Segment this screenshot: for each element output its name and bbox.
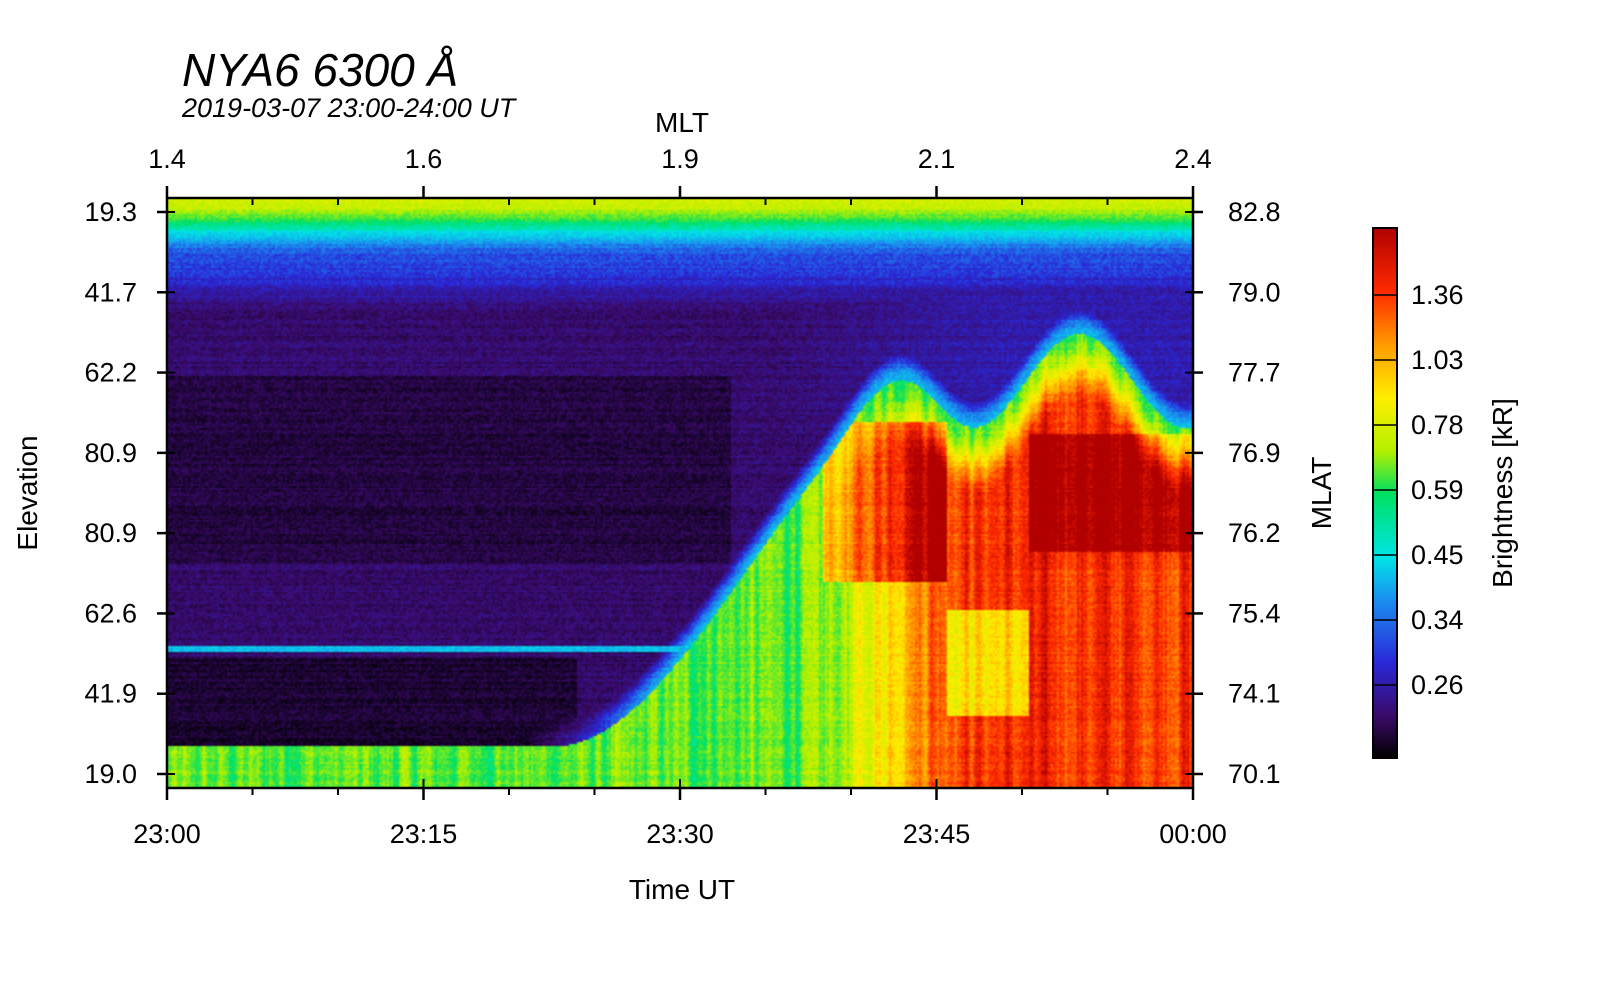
chart-subtitle: 2019-03-07 23:00-24:00 UT <box>181 93 518 123</box>
right-tick-label: 79.0 <box>1228 277 1281 307</box>
left-tick-label: 41.9 <box>84 679 137 709</box>
left-tick-label: 62.2 <box>84 358 137 388</box>
chart-title: NYA6 6300 Å <box>182 44 458 96</box>
colorbar-tick-label: 0.34 <box>1411 605 1464 635</box>
left-tick-label: 19.3 <box>84 197 137 227</box>
left-tick-label: 41.7 <box>84 277 137 307</box>
right-tick-label: 70.1 <box>1228 759 1281 789</box>
right-tick-label: 75.4 <box>1228 598 1281 628</box>
colorbar-tick-label: 1.03 <box>1411 345 1464 375</box>
top-tick-label: 2.4 <box>1174 144 1212 174</box>
left-tick-label: 62.6 <box>84 598 137 628</box>
x-tick-label: 23:15 <box>390 819 458 849</box>
heatmap-area <box>167 198 1193 788</box>
left-tick-label: 80.9 <box>84 438 137 468</box>
colorbar-tick-label: 0.45 <box>1411 540 1464 570</box>
colorbar-tick-label: 0.78 <box>1411 410 1464 440</box>
right-axis-label: MLAT <box>1306 457 1337 530</box>
right-tick-label: 76.9 <box>1228 438 1281 468</box>
heatmap-image <box>167 198 1193 788</box>
colorbar-ticks: 1.36 1.03 0.78 0.59 0.45 0.34 0.26 <box>1373 280 1464 700</box>
x-axis-label: Time UT <box>629 874 735 905</box>
colorbar-tick-label: 1.36 <box>1411 280 1464 310</box>
right-axis-ticks: 82.8 79.0 77.7 76.9 76.2 75.4 74.1 70.1 <box>1185 197 1281 789</box>
x-tick-label: 00:00 <box>1159 819 1227 849</box>
top-tick-label: 1.4 <box>148 144 186 174</box>
colorbar-label: Brightness [kR] <box>1487 398 1518 588</box>
right-tick-label: 76.2 <box>1228 518 1281 548</box>
left-tick-label: 19.0 <box>84 759 137 789</box>
x-tick-label: 23:00 <box>133 819 201 849</box>
colorbar-tick-label: 0.26 <box>1411 670 1464 700</box>
bottom-axis-ticks: 23:00 23:15 23:30 23:45 00:00 <box>133 779 1227 849</box>
colorbar <box>1372 227 1398 759</box>
left-axis-ticks: 19.3 41.7 62.2 80.9 80.9 62.6 41.9 19.0 <box>84 197 175 789</box>
left-tick-label: 80.9 <box>84 518 137 548</box>
top-axis-label: MLT <box>655 107 709 138</box>
top-axis-ticks: 1.4 1.6 1.9 2.1 2.4 <box>148 144 1212 205</box>
right-tick-label: 74.1 <box>1228 679 1281 709</box>
colorbar-tick-label: 0.59 <box>1411 475 1464 505</box>
x-tick-label: 23:30 <box>646 819 714 849</box>
right-tick-label: 77.7 <box>1228 358 1281 388</box>
x-tick-label: 23:45 <box>903 819 971 849</box>
top-tick-label: 1.9 <box>661 144 699 174</box>
right-tick-label: 82.8 <box>1228 197 1281 227</box>
top-tick-label: 1.6 <box>405 144 443 174</box>
y-axis-label: Elevation <box>12 435 43 550</box>
top-tick-label: 2.1 <box>918 144 956 174</box>
